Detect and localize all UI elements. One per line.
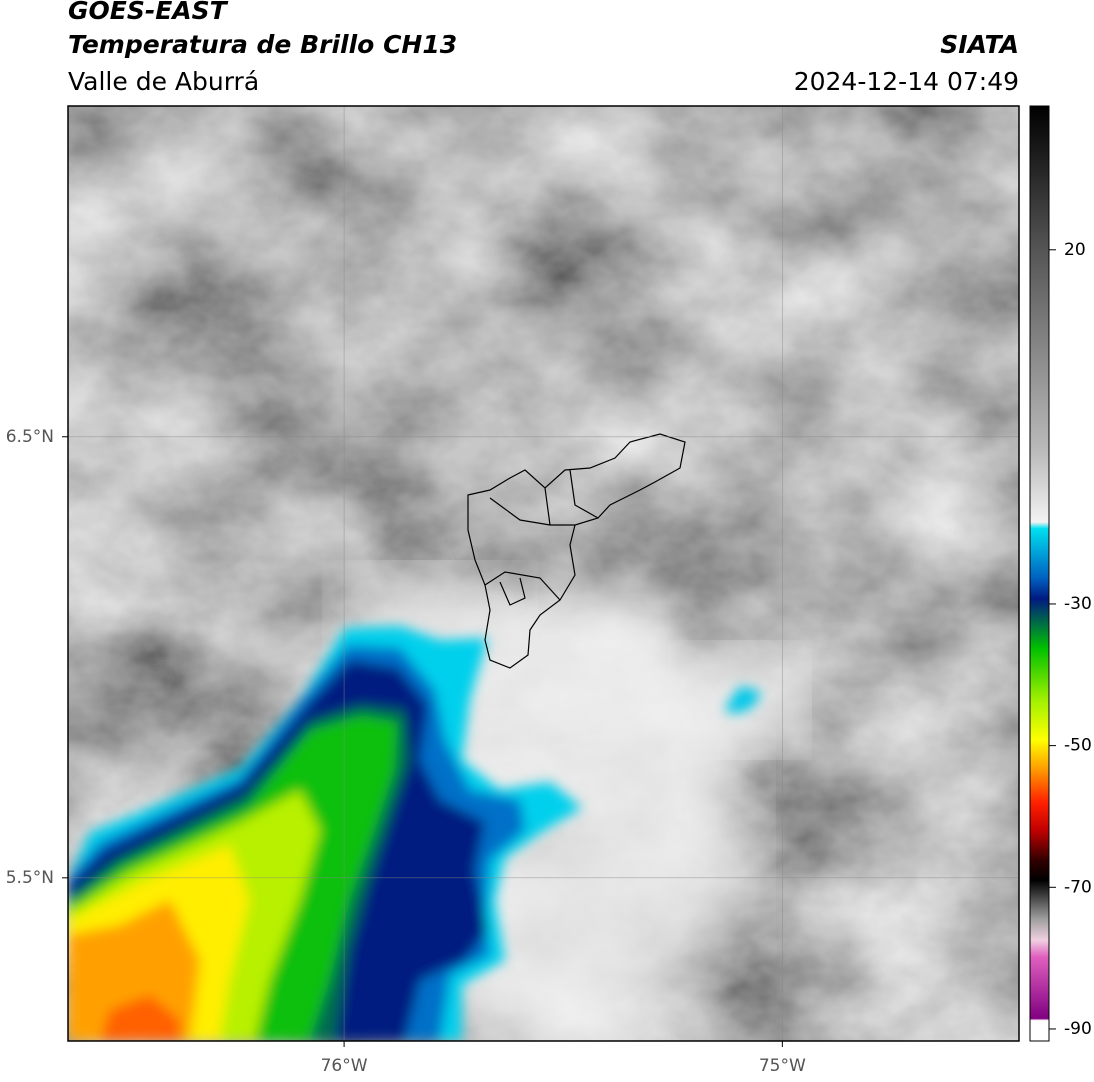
source: SIATA (940, 30, 1019, 59)
colorbar-label: -30 (1064, 594, 1092, 614)
lon-label: 76°W (321, 1056, 368, 1076)
datetime: 2024-12-14 07:49 (794, 67, 1019, 96)
satellite-image (68, 106, 1019, 1041)
region: Valle de Aburrá (68, 67, 259, 96)
colorbar-label: -50 (1064, 736, 1092, 756)
colorbar (1029, 105, 1050, 1042)
lat-label: 5.5°N (6, 868, 54, 888)
map-frame (67, 105, 1020, 1042)
colorbar-label: -90 (1064, 1019, 1092, 1039)
title: GOES-EAST (68, 0, 229, 25)
colorbar-label: 20 (1064, 240, 1086, 260)
colorbar-ticks: 20 -30 -50 -70 -90 (1049, 240, 1092, 1039)
lat-label: 6.5°N (6, 427, 54, 447)
subtitle: Temperatura de Brillo CH13 (68, 30, 457, 59)
colorbar-label: -70 (1064, 877, 1092, 897)
graticule: 76°W 75°W 6.5°N 5.5°N (6, 106, 1019, 1076)
lon-label: 75°W (759, 1056, 806, 1076)
